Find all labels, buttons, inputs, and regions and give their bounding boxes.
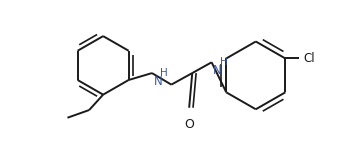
Text: N: N xyxy=(153,75,162,88)
Text: O: O xyxy=(184,118,194,131)
Text: H: H xyxy=(220,57,228,67)
Text: N: N xyxy=(213,64,222,77)
Text: Cl: Cl xyxy=(303,52,315,65)
Text: H: H xyxy=(160,69,167,78)
